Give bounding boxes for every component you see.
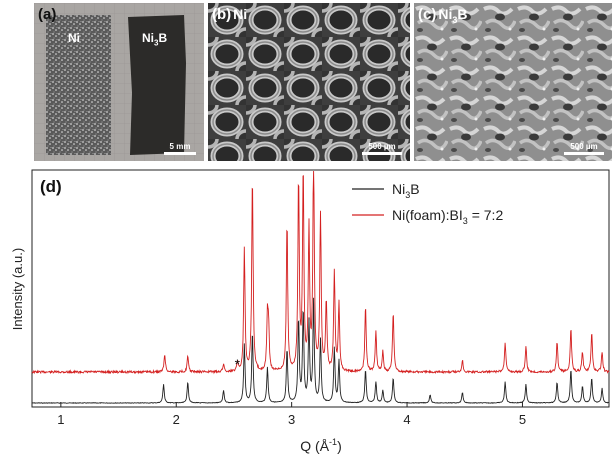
x-axis-ticks: 1 2 3 4 5 — [57, 402, 526, 427]
plot-frame — [31, 169, 610, 408]
panel-c-label: (c) Ni3B — [418, 6, 468, 25]
scale-bar-a: 5 mm — [164, 142, 196, 155]
panel-c-material: Ni3B — [438, 6, 468, 25]
scale-bar-b-line — [362, 152, 402, 155]
legend-label-foam: Ni(foam):BI3 = 7:2 — [392, 207, 503, 226]
x-tick-label: 3 — [288, 412, 295, 427]
xrd-chart: 1 2 3 4 5 (d) * Intensity (a.u.) Q (Å-1) Ni3… — [10, 169, 610, 454]
panel-c-sem: (c) Ni3B 500 µm — [414, 3, 612, 161]
scale-bar-a-line — [164, 152, 196, 155]
panel-d-label: (d) — [40, 177, 62, 196]
panel-a-photo: (a) Ni Ni3B 5 mm — [34, 3, 204, 161]
x-tick-label: 2 — [173, 412, 180, 427]
panel-b-material: Ni — [233, 6, 248, 22]
scale-bar-c-line — [564, 152, 604, 155]
scale-bar-b: 500 µm — [362, 142, 402, 155]
x-axis-label: Q (Å-1) — [300, 437, 341, 454]
sem-ni3b-image — [414, 3, 612, 161]
sem-ni-image — [208, 3, 410, 161]
legend: Ni3B Ni(foam):BI3 = 7:2 — [352, 181, 503, 226]
star-annotation: * — [235, 356, 241, 372]
scale-bar-c: 500 µm — [564, 142, 604, 155]
x-tick-label: 4 — [403, 412, 410, 427]
foam-series — [31, 170, 610, 375]
legend-label-ni3b: Ni3B — [392, 181, 420, 200]
sample-label-ni3b: Ni3B — [142, 31, 168, 48]
y-axis-label: Intensity (a.u.) — [10, 248, 25, 330]
scale-bar-a-label: 5 mm — [169, 142, 191, 151]
ni3b-series — [32, 297, 609, 405]
sample-label-ni: Ni — [68, 31, 80, 45]
photo-background — [34, 3, 204, 161]
x-tick-label: 5 — [519, 412, 526, 427]
scale-bar-c-label: 500 µm — [570, 142, 598, 151]
panel-b-sem: (b) Ni 500 µm — [208, 3, 410, 161]
ni-foam-sample — [46, 15, 111, 155]
panel-b-label: (b) Ni — [212, 6, 248, 23]
series-line-foam — [31, 170, 610, 375]
scale-bar-b-label: 500 µm — [368, 142, 396, 151]
ni3b-sample — [128, 15, 186, 155]
series-line-ni3b — [32, 297, 609, 405]
x-tick-label: 1 — [57, 412, 64, 427]
panel-a-label: (a) — [38, 6, 57, 23]
